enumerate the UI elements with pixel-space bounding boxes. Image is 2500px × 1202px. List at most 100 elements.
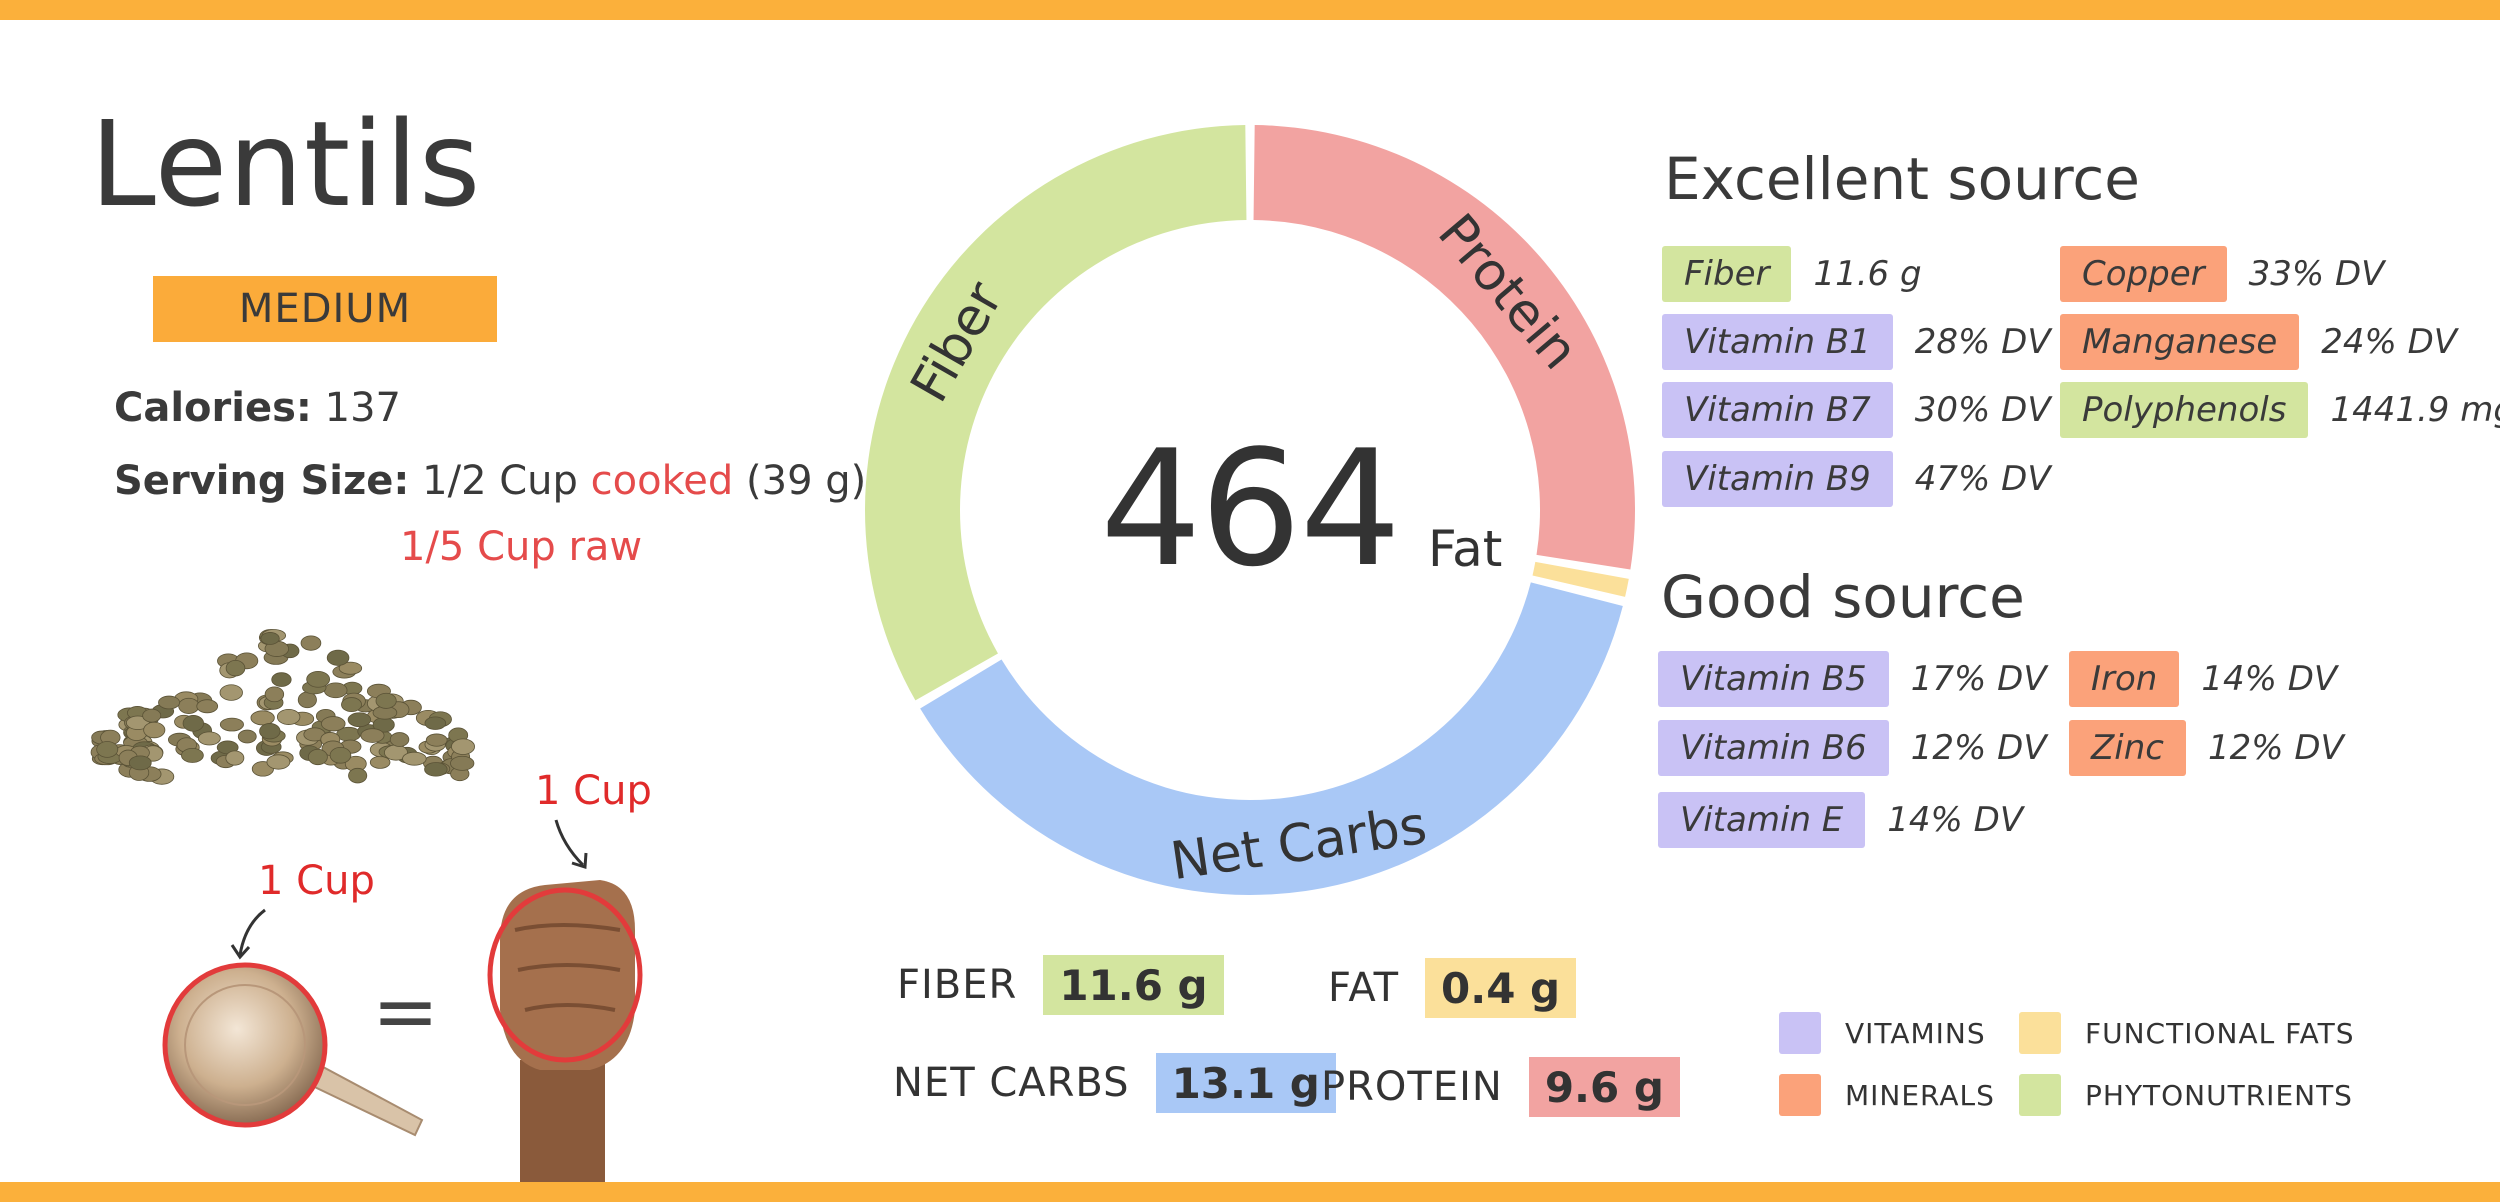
donut-segment-fiber [865, 125, 1247, 701]
legend-minerals-swatch [1779, 1074, 1821, 1116]
nutrient-vitamin-e: Vitamin E 14% DV [1658, 792, 2023, 848]
cup-label: 1 Cup [258, 858, 375, 904]
fist-arrow-icon [554, 819, 588, 869]
nutrient-copper: Copper 33% DV [2060, 246, 2384, 302]
fist-icon [487, 880, 643, 1182]
legend-phytonutrients-swatch [2019, 1074, 2061, 1116]
nutrient-vitamin-b6-value: 12% DV [1910, 728, 2047, 768]
legend-phytonutrients: PHYTONUTRIENTS [2019, 1074, 2353, 1116]
macro-net-carbs-label: NET CARBS [893, 1060, 1130, 1106]
lentil-seed [375, 692, 397, 709]
lentil-seed [219, 684, 243, 701]
lentil-seed [321, 716, 346, 732]
legend-functional-fats-label: FUNCTIONAL FATS [2085, 1016, 2355, 1050]
serving-line: Serving Size: 1/2 Cup cooked (39 g) [114, 458, 866, 504]
macro-fat: FAT 0.4 g [1328, 958, 1577, 1018]
macro-protein-value: 9.6 g [1528, 1057, 1680, 1117]
lentil-seed [181, 747, 204, 763]
nutrient-fiber-name: Fiber [1662, 246, 1792, 302]
nutrient-zinc-name: Zinc [2069, 720, 2186, 776]
serving-raw: 1/5 Cup raw [400, 524, 643, 570]
lentil-seed [219, 717, 244, 732]
nutrient-manganese-name: Manganese [2060, 314, 2300, 370]
nutrient-polyphenols-value: 1441.9 mg [2330, 390, 2500, 430]
lentil-seed [450, 755, 475, 771]
lentil-seed [182, 715, 205, 732]
nutrient-manganese: Manganese 24% DV [2060, 314, 2457, 370]
lentil-seed [225, 659, 246, 677]
nutrient-vitamin-b9-value: 47% DV [1914, 459, 2051, 499]
lentil-seed [329, 747, 352, 764]
nutrient-vitamin-b9-name: Vitamin B9 [1662, 451, 1893, 507]
lentil-seed [271, 672, 292, 687]
lentils-illustration [90, 629, 475, 785]
macro-fat-value: 0.4 g [1425, 958, 1577, 1018]
legend-vitamins: VITAMINS [1779, 1012, 1986, 1054]
lentil-seed [197, 731, 221, 746]
donut-segment-fat [1532, 561, 1629, 597]
lentil-seed [225, 750, 245, 766]
legend-functional-fats-swatch [2019, 1012, 2061, 1054]
lentil-seed [306, 670, 331, 688]
serving-label: Serving Size: [114, 458, 410, 504]
serving-state: cooked [590, 458, 734, 504]
calories-line: Calories: 137 [114, 385, 401, 431]
lentil-seed [348, 767, 368, 784]
excellent-source-title: Excellent source [1664, 145, 2140, 213]
nutrient-vitamin-b5-value: 17% DV [1910, 659, 2047, 699]
measuring-cup-icon [162, 962, 424, 1137]
nutrient-vitamin-b7-value: 30% DV [1914, 390, 2051, 430]
lentil-seed [360, 728, 385, 743]
nutrient-vitamin-b6: Vitamin B6 12% DV [1658, 720, 2047, 776]
nutrient-polyphenols: Polyphenols 1441.9 mg [2060, 382, 2500, 438]
lentil-seed [264, 686, 285, 703]
lentil-seed [424, 762, 448, 777]
calories-label: Calories: [114, 385, 312, 431]
nutrient-vitamin-b5-name: Vitamin B5 [1658, 651, 1889, 707]
legend-phytonutrients-label: PHYTONUTRIENTS [2085, 1078, 2353, 1112]
nutrient-vitamin-b1-name: Vitamin B1 [1662, 314, 1893, 370]
legend-functional-fats: FUNCTIONAL FATS [2019, 1012, 2355, 1054]
nutrient-vitamin-b6-name: Vitamin B6 [1658, 720, 1889, 776]
nutrient-vitamin-e-name: Vitamin E [1658, 792, 1866, 848]
lentil-seed [389, 732, 410, 747]
nutrient-manganese-value: 24% DV [2321, 322, 2458, 362]
calories-value: 137 [324, 385, 401, 431]
lentil-seed [424, 716, 447, 730]
nutrient-vitamin-b9: Vitamin B9 47% DV [1662, 451, 2051, 507]
macro-net-carbs-value: 13.1 g [1155, 1053, 1336, 1113]
nutrient-polyphenols-name: Polyphenols [2060, 382, 2309, 438]
lentil-seed [237, 729, 257, 744]
nutrient-iron-name: Iron [2069, 651, 2180, 707]
serving-grams: (39 g) [746, 458, 867, 504]
lentil-seed [341, 697, 362, 713]
macro-net-carbs: NET CARBS 13.1 g [893, 1053, 1336, 1113]
nutrient-zinc-value: 12% DV [2207, 728, 2344, 768]
cup-arrow-icon [230, 908, 266, 960]
legend-vitamins-swatch [1779, 1012, 1821, 1054]
fist-label: 1 Cup [535, 768, 652, 814]
lentil-seed [307, 748, 328, 766]
good-source-title: Good source [1661, 563, 2025, 631]
equals-sign: = [372, 965, 440, 1058]
lentil-seed [259, 723, 281, 740]
nutrient-copper-name: Copper [2060, 246, 2227, 302]
lentil-seed [143, 721, 166, 739]
macro-fiber-label: FIBER [897, 962, 1018, 1008]
lentil-seed [338, 661, 363, 675]
lentil-seed [128, 755, 152, 771]
macro-protein: PROTEIN 9.6 g [1321, 1057, 1680, 1117]
legend-minerals: MINERALS [1779, 1074, 1995, 1116]
nutrient-vitamin-e-value: 14% DV [1887, 800, 2024, 840]
nutrient-zinc: Zinc 12% DV [2069, 720, 2344, 776]
donut-segment-protein [1253, 125, 1636, 570]
lentil-seed [451, 738, 475, 755]
lentil-seed [196, 699, 219, 714]
lentil-seed [297, 691, 317, 709]
donut-segment-net-carbs [920, 582, 1623, 895]
macro-protein-label: PROTEIN [1321, 1064, 1503, 1110]
nutrient-iron-value: 14% DV [2201, 659, 2338, 699]
nutrient-fiber: Fiber 11.6 g [1662, 246, 1922, 302]
lentil-seed [250, 710, 275, 726]
glycemic-badge: MEDIUM [153, 276, 497, 342]
